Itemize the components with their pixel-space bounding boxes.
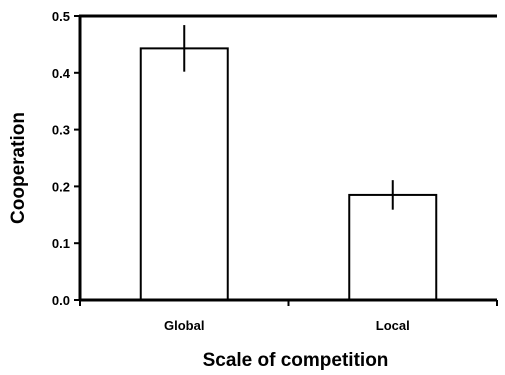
y-axis-title: Cooperation xyxy=(8,112,29,224)
y-tick-label: 0.4 xyxy=(52,66,71,81)
bars xyxy=(141,48,437,300)
x-category-label: Global xyxy=(164,318,204,333)
y-tick-label: 0.0 xyxy=(52,293,70,308)
y-tick-label: 0.2 xyxy=(52,179,70,194)
bar-local xyxy=(349,195,436,300)
x-axis-title: Scale of competition xyxy=(203,350,389,371)
y-tick-label: 0.5 xyxy=(52,9,70,24)
y-tick-label: 0.1 xyxy=(52,236,70,251)
y-tick-label: 0.3 xyxy=(52,123,70,138)
y-axis-ticks: 0.0 0.1 0.2 0.3 0.4 0.5 xyxy=(52,9,80,308)
bar-global xyxy=(141,48,228,300)
x-axis-categories: Global Local xyxy=(164,318,410,333)
x-category-label: Local xyxy=(376,318,410,333)
